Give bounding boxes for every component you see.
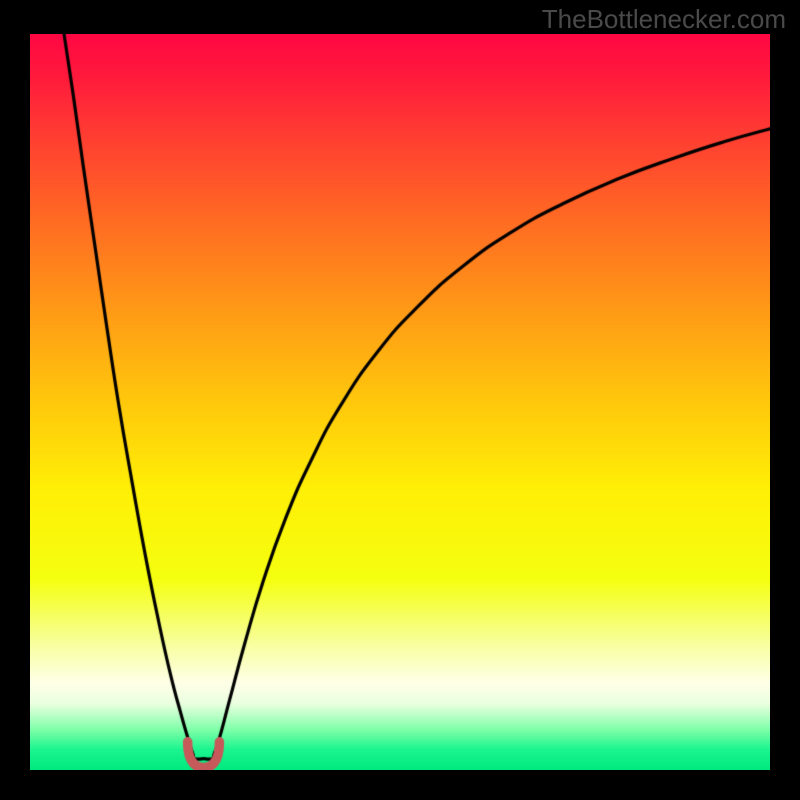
bottleneck-curve	[30, 34, 770, 770]
watermark-text: TheBottlenecker.com	[542, 4, 786, 35]
plot-frame	[30, 34, 770, 770]
figure-root: TheBottlenecker.com	[0, 0, 800, 800]
